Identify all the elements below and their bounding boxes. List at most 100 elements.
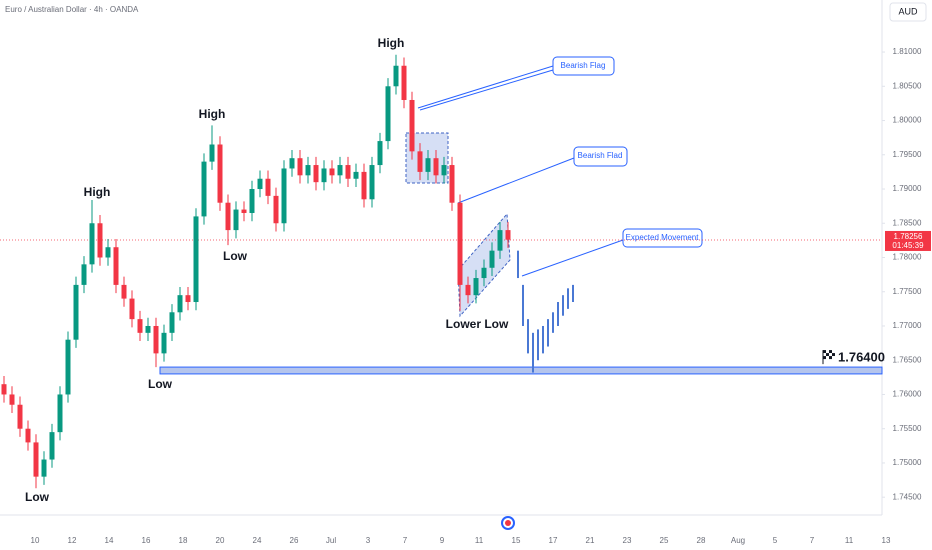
x-tick-label: 11 <box>475 536 484 545</box>
currency[interactable]: AUD <box>898 6 918 16</box>
candle-body <box>297 158 303 176</box>
x-tick-label: 13 <box>882 536 891 545</box>
flag-icon <box>823 353 826 357</box>
support-zone <box>159 366 883 375</box>
flag-icon <box>823 356 826 360</box>
swing-label: Lower Low <box>446 317 509 331</box>
y-tick-label: 1.75000 <box>893 458 922 467</box>
chart-title: Euro / Australian Dollar · 4h · OANDA <box>5 5 139 14</box>
x-tick-label: 17 <box>549 536 558 545</box>
candle-body <box>449 165 455 203</box>
candle-body <box>153 325 159 354</box>
y-tick-label: 1.77500 <box>893 287 922 296</box>
y-tick-label: 1.77000 <box>893 321 922 330</box>
candle-body <box>369 165 375 200</box>
x-tick-label: 28 <box>697 536 706 545</box>
candle-body <box>321 168 327 183</box>
candle-body <box>337 165 343 176</box>
candle-body <box>73 284 79 340</box>
candle-body <box>65 339 71 395</box>
x-tick-label: 20 <box>216 536 225 545</box>
flag-icon <box>826 350 829 354</box>
x-tick-label: 5 <box>773 536 778 545</box>
y-tick-label: 1.81000 <box>893 47 922 56</box>
candle-body <box>209 144 215 162</box>
x-tick-label: 24 <box>253 536 262 545</box>
x-tick-label: 23 <box>623 536 632 545</box>
callout-line <box>521 239 624 277</box>
candle-body <box>105 247 111 258</box>
candle-body <box>217 144 223 203</box>
x-tick-label: 25 <box>660 536 669 545</box>
candle-body <box>441 165 447 176</box>
candle-body <box>137 319 143 333</box>
flag-icon <box>832 350 835 354</box>
callout-box <box>622 228 703 248</box>
x-tick-label: 16 <box>142 536 151 545</box>
candle-body <box>281 168 287 224</box>
y-tick-label: 1.74500 <box>893 492 922 501</box>
x-tick-label: 7 <box>810 536 815 545</box>
countdown: 01:45:39 <box>892 241 924 250</box>
candle-body <box>273 195 279 224</box>
candle-body <box>33 442 39 477</box>
candle-body <box>201 161 207 217</box>
swing-label: Low <box>148 377 173 391</box>
y-tick-label: 1.80500 <box>893 81 922 90</box>
candle-body <box>233 209 239 231</box>
candle-body <box>473 278 479 296</box>
candle-body <box>481 267 487 279</box>
candle-body <box>457 202 463 285</box>
candle-body <box>145 325 151 333</box>
x-tick-label: 12 <box>68 536 77 545</box>
flag-icon <box>826 356 829 360</box>
candle-body <box>305 165 311 176</box>
candle-body <box>129 298 135 320</box>
candle-body <box>353 171 359 179</box>
event-icon-dot[interactable] <box>505 520 511 526</box>
candle-body <box>89 223 95 265</box>
callout-box <box>573 146 628 167</box>
callout-text: Expected Movement <box>626 233 700 242</box>
swing-label: High <box>378 36 405 50</box>
candle-body <box>113 247 119 285</box>
x-tick-label: 9 <box>440 536 445 545</box>
candle-body <box>361 171 367 200</box>
x-tick-label: 10 <box>31 536 40 545</box>
candle-body <box>345 165 351 179</box>
callout-box <box>552 56 615 76</box>
flag-icon <box>829 356 832 360</box>
y-tick-label: 1.75500 <box>893 424 922 433</box>
candle-body <box>1 384 7 395</box>
candle-body <box>425 158 431 172</box>
candle-body <box>9 394 15 405</box>
x-tick-label: 21 <box>586 536 595 545</box>
candle-body <box>465 284 471 296</box>
candle-body <box>81 264 87 285</box>
swing-label: Low <box>223 249 248 263</box>
candle-body <box>377 141 383 166</box>
last-price-label: 1.78256 <box>894 232 923 241</box>
x-tick-label: 7 <box>403 536 408 545</box>
swing-label: High <box>84 185 111 199</box>
callout-text: Bearish Flad <box>578 151 623 160</box>
candle-body <box>385 86 391 142</box>
y-tick-label: 1.80000 <box>893 116 922 125</box>
candle-body <box>185 295 191 303</box>
candle-body <box>409 99 415 152</box>
candle-body <box>97 223 103 258</box>
x-tick-label: Aug <box>731 536 745 545</box>
y-tick-label: 1.78000 <box>893 253 922 262</box>
candle-body <box>225 202 231 231</box>
flag-icon <box>829 353 832 357</box>
callout-line <box>419 69 554 111</box>
flag-icon <box>823 350 826 354</box>
candle-body <box>241 209 247 213</box>
candle-body <box>401 65 407 100</box>
currency-box[interactable] <box>889 2 927 22</box>
callout-text: Bearish Flag <box>561 61 606 70</box>
x-tick-label: 18 <box>179 536 188 545</box>
candle-body <box>313 165 319 183</box>
candle-body <box>433 158 439 176</box>
